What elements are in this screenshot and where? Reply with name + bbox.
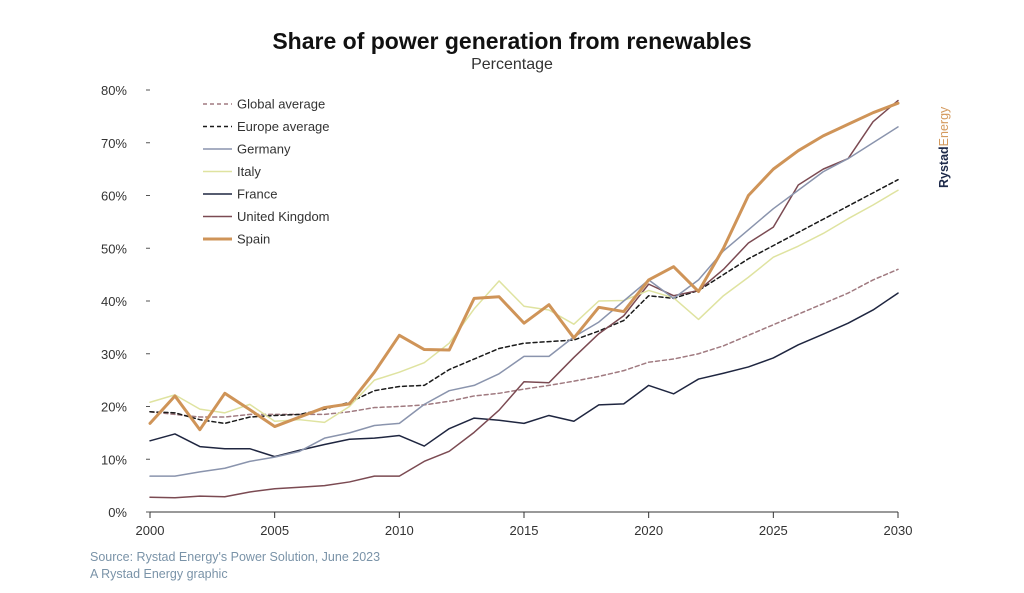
legend-label-germany: Germany: [237, 142, 291, 157]
series-line-italy: [149, 189, 899, 424]
legend-label-europe-average: Europe average: [237, 119, 330, 134]
chart-title: Share of power generation from renewable…: [272, 28, 752, 54]
y-tick-label: 40%: [101, 294, 127, 309]
legend-label-spain: Spain: [237, 232, 270, 247]
x-tick-label: 2010: [385, 523, 414, 538]
chart-legend: Global average Europe average Germany Italy…: [203, 97, 330, 247]
y-tick-label: 10%: [101, 452, 127, 467]
brand-part1: Rystad: [937, 146, 951, 188]
x-tick-label: 2020: [634, 523, 663, 538]
credit-note: A Rystad Energy graphic: [90, 567, 228, 581]
x-tick-label: 2030: [884, 523, 913, 538]
brand-part2: Energy: [937, 106, 951, 146]
legend-label-global-average: Global average: [237, 97, 325, 112]
y-tick-label: 80%: [101, 83, 127, 98]
legend-label-italy: Italy: [237, 164, 261, 179]
series-line-france: [149, 292, 899, 458]
legend-label-united-kingdom: United Kingdom: [237, 209, 330, 224]
series-line-europe-average: [149, 178, 899, 425]
x-tick-label: 2000: [136, 523, 165, 538]
series-line-united-kingdom: [149, 99, 899, 499]
series-line-spain: [148, 101, 900, 432]
y-tick-label: 60%: [101, 189, 127, 204]
series-line-global-average: [149, 268, 899, 418]
legend-label-france: France: [237, 187, 277, 202]
x-tick-label: 2015: [510, 523, 539, 538]
x-tick-label: 2025: [759, 523, 788, 538]
series-line-germany: [149, 126, 899, 477]
source-note: Source: Rystad Energy's Power Solution, …: [90, 550, 381, 564]
y-tick-label: 30%: [101, 347, 127, 362]
y-tick-label: 20%: [101, 400, 127, 415]
chart-subtitle: Percentage: [471, 56, 553, 73]
chart-lines: [148, 99, 900, 499]
y-tick-label: 70%: [101, 136, 127, 151]
footer: Source: Rystad Energy's Power Solution, …: [90, 549, 380, 583]
svg-text:RystadEnergy: RystadEnergy: [937, 106, 951, 188]
y-tick-label: 0%: [108, 505, 127, 520]
rystad-energy-logo: RystadEnergy: [937, 106, 951, 188]
x-tick-label: 2005: [260, 523, 289, 538]
chart-axes: 2000 2005 2010 2015 2020 2025 2030 0% 10% 20% 30% 4…: [101, 83, 912, 538]
y-tick-label: 50%: [101, 241, 127, 256]
